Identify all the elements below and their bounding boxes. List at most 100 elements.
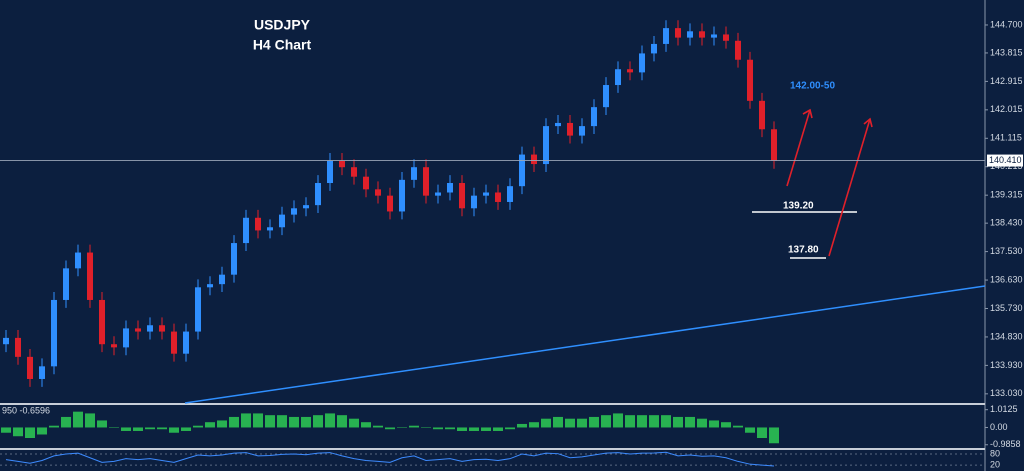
macd-bar <box>241 413 251 428</box>
candle-body <box>771 129 777 161</box>
macd-bar <box>745 427 755 433</box>
chart-subtitle: H4 Chart <box>253 37 312 53</box>
macd-bar <box>337 415 347 428</box>
candle-body <box>3 337 9 345</box>
macd-label: 950 -0.6596 <box>2 405 50 415</box>
y-tick-label: 80 <box>990 448 1000 458</box>
candle-body <box>27 356 33 379</box>
y-tick-label: 141.115 <box>990 133 1022 143</box>
macd-bar <box>181 427 191 431</box>
macd-bar <box>205 422 215 428</box>
macd-bar <box>121 427 131 431</box>
macd-bar <box>145 427 155 430</box>
macd-bar <box>685 416 695 428</box>
macd-bar <box>469 427 479 431</box>
trend-line <box>184 285 986 404</box>
macd-bar <box>553 416 563 428</box>
candle-body <box>747 59 753 101</box>
macd-bar <box>493 427 503 431</box>
candle-body <box>627 69 633 73</box>
macd-bar <box>133 427 143 431</box>
macd-bar <box>517 423 527 428</box>
candle-body <box>387 195 393 212</box>
candle-body <box>567 122 573 136</box>
macd-bar <box>85 413 95 428</box>
candle-body <box>615 69 621 86</box>
macd-bar <box>625 415 635 428</box>
macd-bar <box>49 425 59 428</box>
candle-body <box>687 31 693 38</box>
chart-title: USDJPY <box>254 17 311 33</box>
candle-body <box>327 160 333 184</box>
candle-body <box>231 243 237 275</box>
macd-bar <box>97 420 107 428</box>
candle-body <box>555 122 561 127</box>
candle-body <box>699 31 705 38</box>
candle-body <box>255 217 261 231</box>
candle-body <box>723 34 729 41</box>
macd-bar <box>73 411 83 428</box>
macd-bar <box>313 415 323 428</box>
y-tick-label: 1.0125 <box>990 404 1018 414</box>
macd-bar <box>217 420 227 428</box>
candle-body <box>603 85 609 108</box>
candle-body <box>591 107 597 127</box>
candle-body <box>663 28 669 44</box>
candle-body <box>495 192 501 202</box>
candle-body <box>339 160 345 168</box>
macd-bar <box>1 427 11 433</box>
candle-body <box>639 53 645 73</box>
candle-body <box>123 328 129 348</box>
y-tick-label: 137.530 <box>990 246 1023 256</box>
macd-bar <box>757 427 767 438</box>
candle-body <box>75 252 81 269</box>
candle-body <box>147 325 153 332</box>
candle-body <box>543 126 549 165</box>
current-price-label: 140.410 <box>989 155 1022 165</box>
candle-body <box>351 167 357 177</box>
y-tick-label: 0.00 <box>990 422 1008 432</box>
candle-body <box>435 192 441 196</box>
y-tick-label: 138.430 <box>990 218 1023 228</box>
macd-bar <box>445 427 455 430</box>
candle-body <box>171 331 177 354</box>
y-tick-label: 136.630 <box>990 274 1023 284</box>
y-tick-label: -0.9858 <box>990 439 1021 449</box>
candle-body <box>15 337 21 357</box>
candle-body <box>195 287 201 332</box>
macd-bar <box>157 427 167 430</box>
macd-bar <box>289 416 299 428</box>
macd-bar <box>193 425 203 428</box>
macd-bar <box>565 418 575 428</box>
macd-bar <box>373 425 383 428</box>
candle-body <box>291 208 297 215</box>
macd-bar <box>481 427 491 431</box>
y-tick-label: 20 <box>990 459 1000 469</box>
macd-bar <box>661 415 671 428</box>
candle-body <box>459 183 465 209</box>
candle-body <box>675 28 681 38</box>
y-tick-label: 142.915 <box>990 76 1023 86</box>
candle-body <box>519 154 525 187</box>
candle-body <box>531 154 537 165</box>
candle-body <box>135 328 141 332</box>
candle-body <box>279 214 285 228</box>
candle-body <box>735 40 741 60</box>
macd-bar <box>277 415 287 428</box>
macd-bar <box>409 425 419 428</box>
macd-bar <box>385 427 395 430</box>
macd-bar <box>457 427 467 431</box>
macd-bar <box>169 427 179 433</box>
macd-bar <box>697 418 707 428</box>
macd-bar <box>361 422 371 428</box>
macd-bar <box>505 427 515 430</box>
y-tick-label: 142.015 <box>990 104 1023 114</box>
candle-body <box>363 176 369 190</box>
y-tick-label: 139.315 <box>990 190 1023 200</box>
candle-body <box>399 179 405 212</box>
candle-body <box>39 366 45 379</box>
y-tick-label: 133.030 <box>990 388 1023 398</box>
macd-bar <box>721 422 731 428</box>
candle-body <box>411 167 417 180</box>
